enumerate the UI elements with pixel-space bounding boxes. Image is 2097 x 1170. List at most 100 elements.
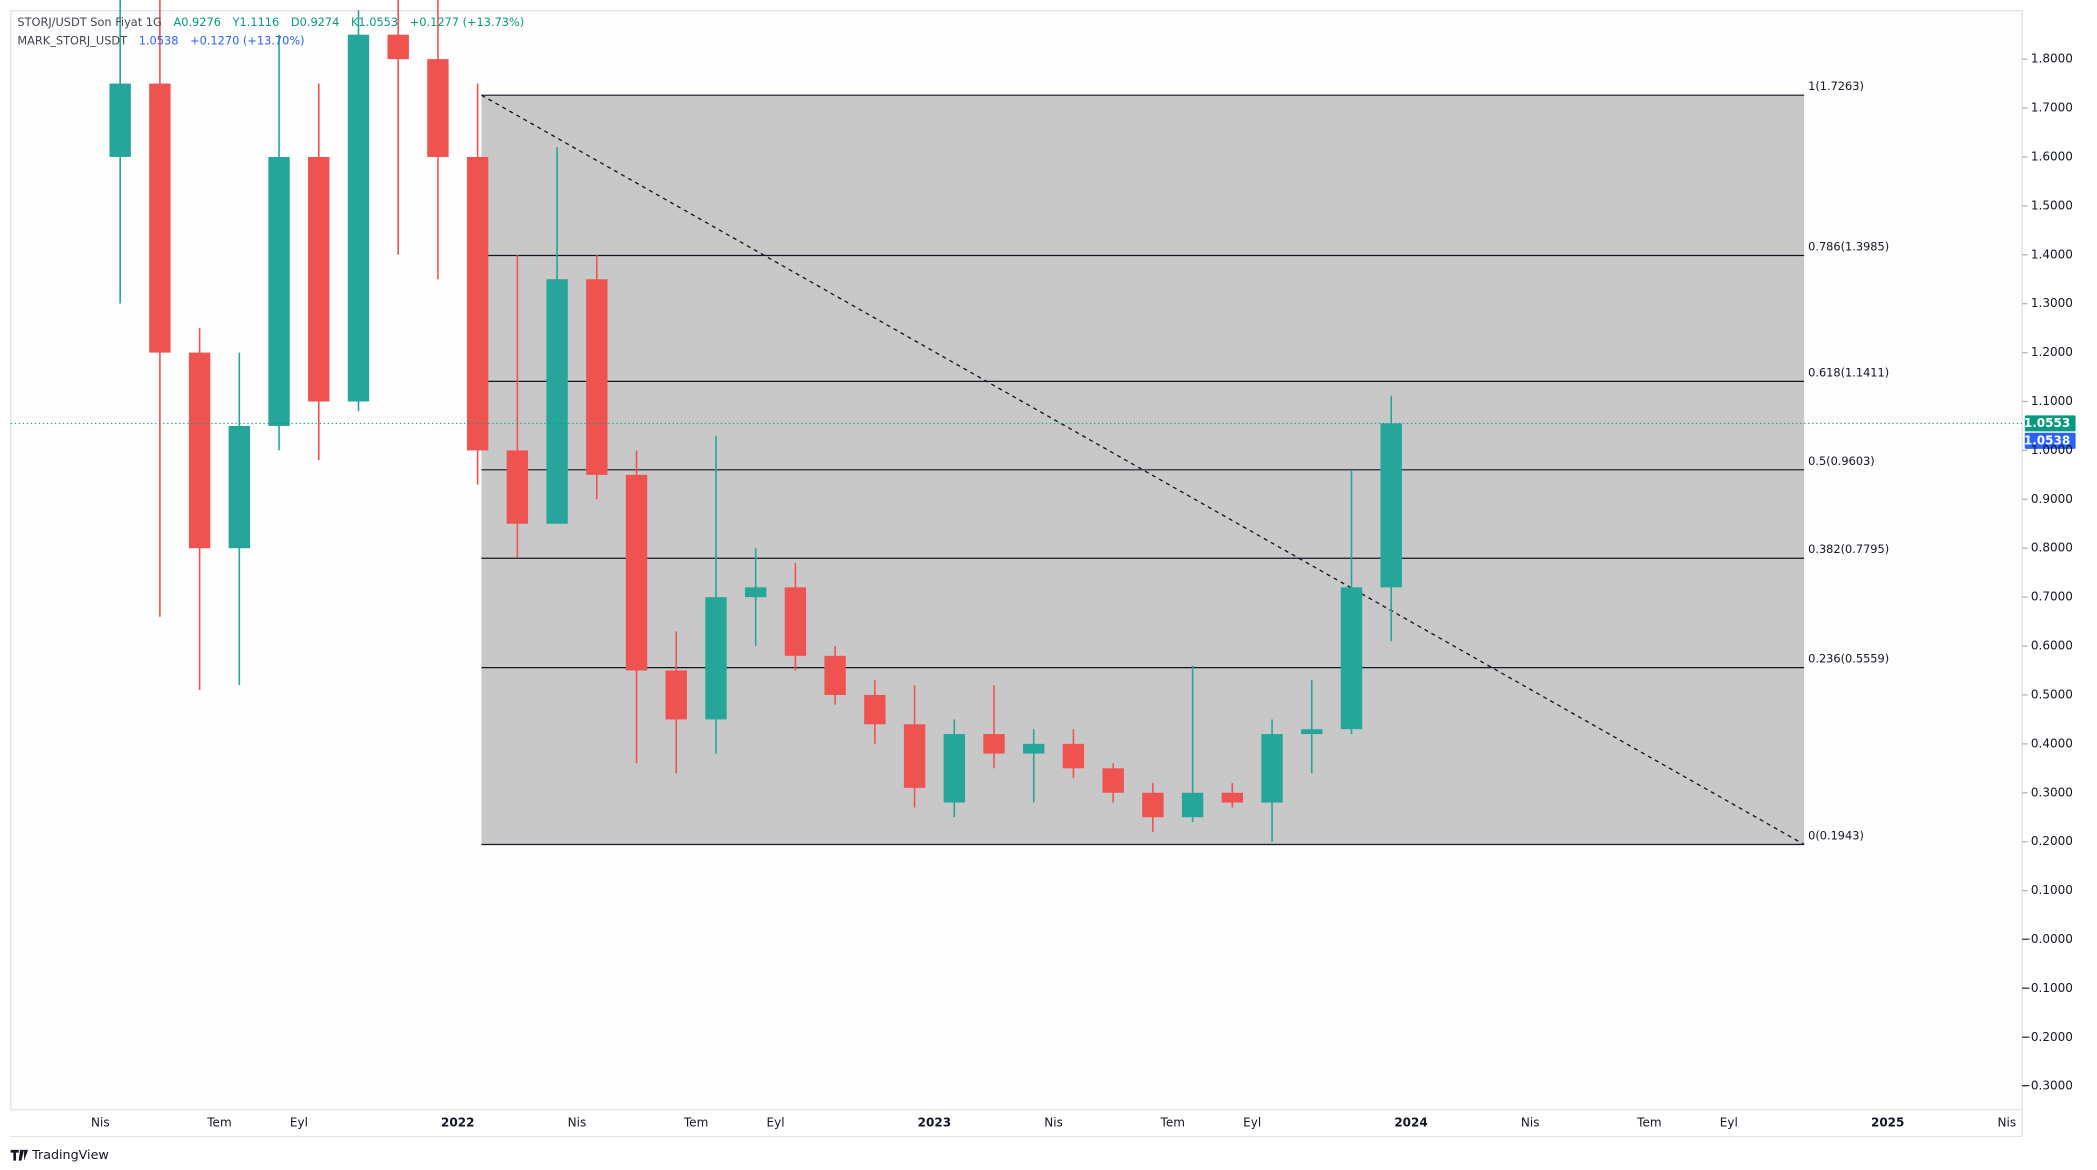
candle-body [546, 279, 568, 524]
x-tick-label: Tem [1160, 1116, 1185, 1130]
candle-body [506, 450, 529, 524]
legend-mark-change: +0.1270 (+13.70%) [190, 34, 304, 48]
x-tick-label: Tem [683, 1116, 708, 1130]
candle-body [1221, 792, 1244, 803]
candle-body [228, 425, 251, 549]
candle-body [625, 474, 648, 671]
y-tick-label: 0.3000 [2031, 785, 2073, 799]
legend-mark-price: 1.0538 [139, 34, 179, 48]
x-tick-label: Nis [1521, 1116, 1540, 1130]
candle-body [824, 655, 846, 695]
fib-label: 1(1.7263) [1808, 79, 1864, 93]
y-tick-label: 1.6000 [2031, 149, 2073, 163]
candle-body [665, 670, 687, 720]
candle-body [1301, 729, 1323, 735]
last-price-tag [2024, 415, 2076, 432]
candle-body [1181, 792, 1204, 818]
y-tick-label: −0.2000 [2021, 1030, 2073, 1044]
y-tick-label: 1.8000 [2031, 52, 2073, 66]
candle-body [149, 83, 171, 353]
fib-label: 0.5(0.9603) [1808, 454, 1875, 468]
fib-label: 0.618(1.1411) [1808, 365, 1889, 379]
candle-body [586, 279, 608, 475]
y-tick-label: −0.3000 [2021, 1079, 2073, 1093]
y-tick-label: 1.1000 [2031, 394, 2073, 408]
legend-mark-symbol: MARK_STORJ_USDT [17, 34, 127, 48]
brand-logo: TradingView [10, 1147, 109, 1162]
x-tick-label: 2024 [1394, 1116, 1427, 1130]
y-tick-label: 1.5000 [2031, 198, 2073, 212]
x-tick-label: Nis [1998, 1116, 2017, 1130]
legend-symbol: STORJ/USDT Son Fiyat 1G [17, 15, 161, 29]
candle-body [903, 724, 926, 788]
candle-body [1340, 587, 1363, 730]
x-tick-label: Eyl [767, 1116, 785, 1130]
candle-body [1380, 423, 1402, 588]
legend-close: K1.0553 [351, 15, 398, 29]
x-tick-label: 2022 [441, 1116, 474, 1130]
fib-label: 0.236(0.5559) [1808, 652, 1889, 666]
y-tick-label: 0.4000 [2031, 736, 2073, 750]
overlay: 1.0553 1.0538 [10, 415, 2076, 449]
candle-body [1261, 734, 1283, 803]
x-tick-label: Tem [1636, 1116, 1661, 1130]
candle-body [188, 352, 211, 549]
y-tick-label: −0.0000 [2021, 932, 2073, 946]
last-price-label: 1.0553 [2024, 416, 2070, 430]
candles [109, 0, 1402, 842]
y-tick-label: 0.2000 [2031, 834, 2073, 848]
candle-body [347, 34, 370, 402]
y-tick-label: 1.3000 [2031, 296, 2073, 310]
logo-icon [10, 1149, 29, 1161]
y-tick-label: 0.8000 [2031, 541, 2073, 555]
x-tick-label: Tem [206, 1116, 231, 1130]
candle-body [387, 34, 409, 60]
x-tick-label: Eyl [1720, 1116, 1738, 1130]
candle-body [705, 597, 727, 720]
legend-high: Y1.1116 [232, 15, 280, 29]
candle-body [864, 694, 886, 725]
candle-body [1023, 743, 1045, 754]
legend: STORJ/USDT Son Fiyat 1G A0.9276 Y1.1116 … [17, 15, 524, 29]
x-tick-label: Nis [1044, 1116, 1063, 1130]
legend-mark: MARK_STORJ_USDT 1.0538 +0.1270 (+13.70%) [17, 34, 304, 48]
candle-body [308, 156, 330, 402]
x-tick-label: Nis [91, 1116, 110, 1130]
y-tick-label: 0.7000 [2031, 590, 2073, 604]
candle-body [268, 156, 290, 426]
y-tick-label: 1.7000 [2031, 101, 2073, 115]
y-tick-label: 0.6000 [2031, 639, 2073, 653]
x-tick-label: Eyl [290, 1116, 308, 1130]
legend-change: +0.1277 (+13.73%) [410, 15, 524, 29]
mark-price-tag [2024, 432, 2076, 449]
mark-price-label: 1.0538 [2024, 433, 2070, 447]
fib-retracement: 1(1.7263) 0.786(1.3985) 0.618(1.1411) 0.5(0… [481, 79, 1889, 846]
candle-body [427, 59, 449, 157]
fib-label: 0(0.1943) [1808, 828, 1864, 842]
x-tick-label: 2025 [1871, 1116, 1904, 1130]
candle-body [1142, 792, 1164, 818]
y-tick-label: 0.5000 [2031, 687, 2073, 701]
candle-body [466, 156, 489, 451]
fib-label: 0.382(0.7795) [1808, 542, 1889, 556]
y-tick-label: 0.9000 [2031, 492, 2073, 506]
y-tick-label: 1.2000 [2031, 345, 2073, 359]
y-tick-label: −0.1000 [2021, 981, 2073, 995]
candle-body [784, 587, 807, 656]
candle-body [744, 587, 767, 598]
x-tick-label: Eyl [1243, 1116, 1261, 1130]
x-tick-label: Nis [568, 1116, 587, 1130]
y-tick-label: 1.0000 [2031, 443, 2073, 457]
candle-body [1102, 768, 1124, 793]
candle-body [943, 734, 965, 803]
candle-body [983, 734, 1005, 754]
candle-body [109, 83, 131, 157]
y-tick-label: 1.4000 [2031, 247, 2073, 261]
y-tick-label: 0.1000 [2031, 883, 2073, 897]
legend-low: D0.9274 [291, 15, 339, 29]
x-tick-label: 2023 [918, 1116, 951, 1130]
brand-text: TradingView [31, 1147, 109, 1162]
fib-label: 0.786(1.3985) [1808, 239, 1889, 253]
